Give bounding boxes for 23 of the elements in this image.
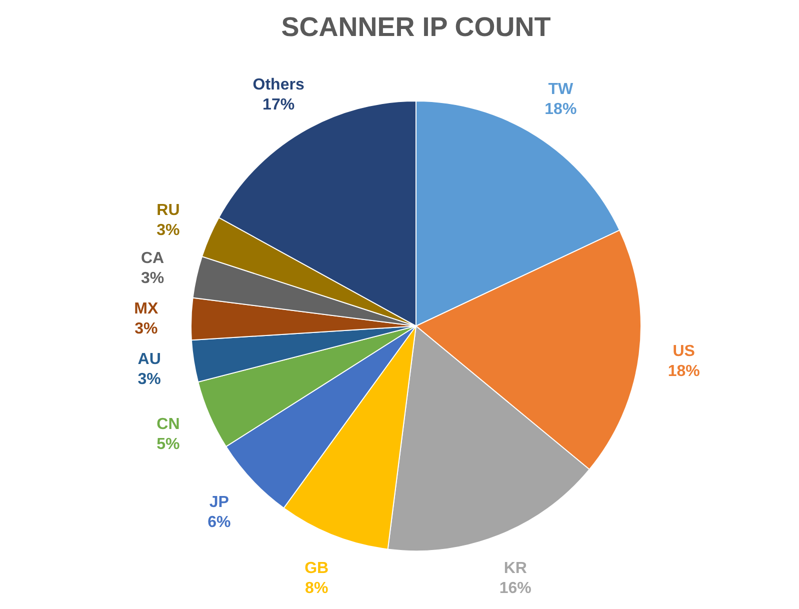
data-label: 3% — [134, 320, 158, 338]
data-label: 6% — [208, 514, 231, 531]
chart-title: SCANNER IP COUNT — [281, 12, 552, 42]
data-label: 8% — [305, 580, 328, 598]
data-label: 18% — [544, 101, 577, 118]
data-label: 18% — [668, 362, 700, 380]
data-label: 3% — [140, 270, 164, 288]
data-label: 3% — [138, 371, 161, 388]
data-label: 17% — [262, 96, 295, 114]
slice-label: RU — [156, 202, 180, 219]
slice-label: CA — [140, 250, 164, 268]
data-label: 16% — [499, 580, 532, 598]
data-label: 3% — [156, 222, 180, 239]
slice-label: TW — [548, 81, 574, 98]
slice-label: US — [672, 342, 696, 360]
slice-label: GB — [304, 560, 329, 578]
slice-label: CN — [156, 416, 180, 434]
slice-label: Others — [252, 76, 304, 94]
slice-label: JP — [209, 494, 230, 511]
slice-label: MX — [134, 300, 158, 318]
data-label: 5% — [156, 436, 180, 454]
slice-label: AU — [138, 351, 161, 368]
slice-label: KR — [504, 560, 528, 578]
